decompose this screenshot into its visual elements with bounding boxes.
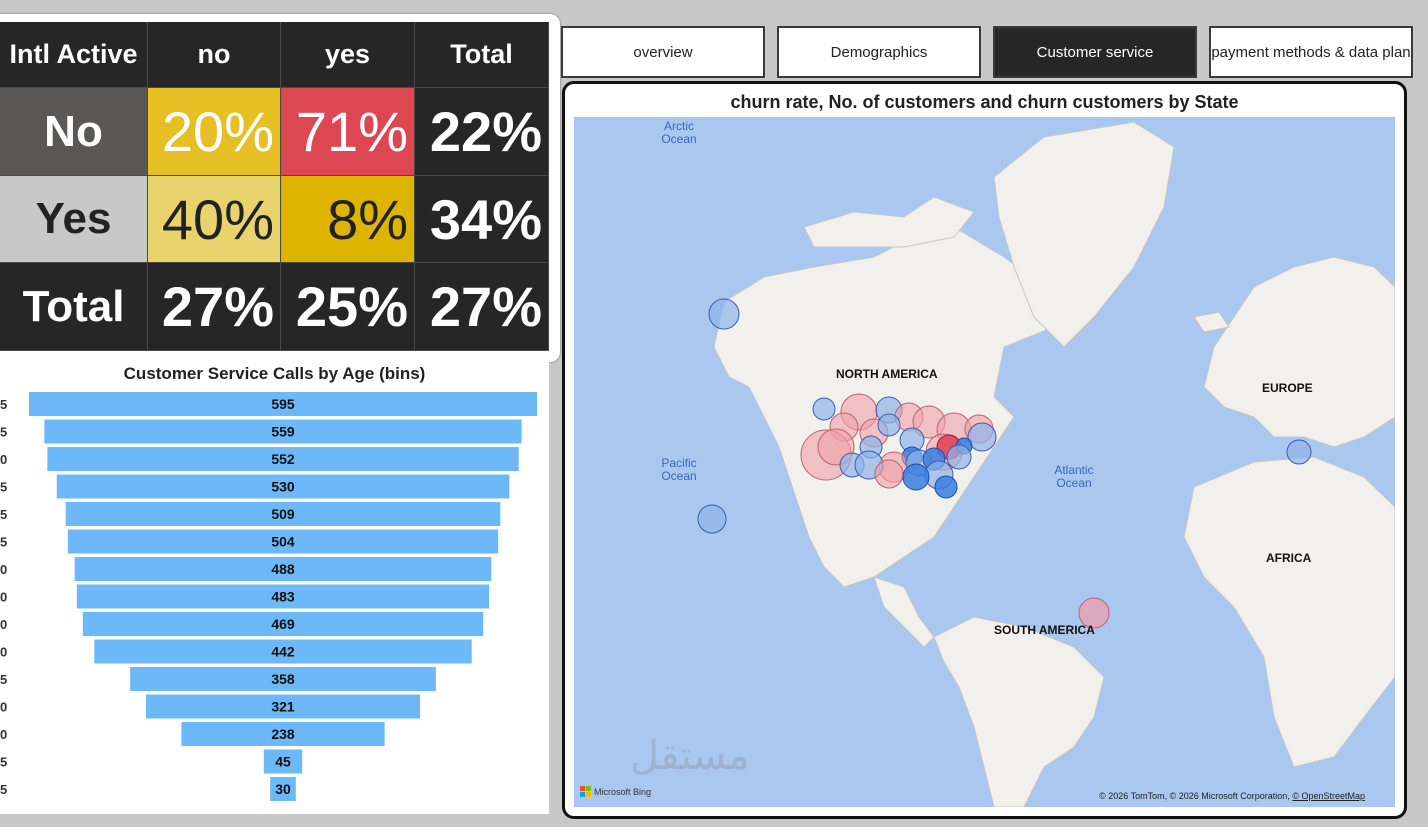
label-north-america: NORTH AMERICA bbox=[836, 367, 938, 381]
churn-matrix: Intl Active no yes Total No 20% 71% 22% … bbox=[0, 22, 549, 364]
state-map-panel: churn rate, No. of customers and churn c… bbox=[562, 81, 1407, 819]
matrix-row-label-no: No bbox=[0, 88, 148, 176]
matrix-row-label-yes: Yes bbox=[0, 176, 148, 263]
matrix-header-intl-active: Intl Active bbox=[0, 22, 148, 88]
label-arctic-ocean: Arctic Ocean bbox=[661, 119, 697, 146]
category-label: 75 bbox=[0, 672, 7, 687]
category-label: 15 bbox=[0, 782, 7, 797]
matrix-row-label-total: Total bbox=[0, 263, 148, 351]
bar-15[interactable] bbox=[270, 777, 296, 801]
category-label: 40 bbox=[0, 452, 7, 467]
matrix-header-no: no bbox=[148, 22, 281, 88]
bing-logo: Microsoft Bing bbox=[580, 786, 651, 797]
central-america-land bbox=[873, 576, 935, 648]
churn-matrix-card: Intl Active no yes Total No 20% 71% 22% … bbox=[0, 14, 560, 362]
bar-value-label: 530 bbox=[271, 479, 295, 495]
label-africa: AFRICA bbox=[1266, 551, 1312, 565]
label-south-america: SOUTH AMERICA bbox=[994, 623, 1095, 637]
label-pacific-ocean: Pacific Ocean bbox=[661, 456, 697, 483]
matrix-cell-no-yes: 71% bbox=[281, 88, 415, 176]
category-label: 70 bbox=[0, 700, 7, 715]
service-calls-chart-svg: 595 45 559 25 552 40 530 55 509 65 504 35 488 20 483 50… bbox=[0, 392, 537, 801]
bar-value-label: 488 bbox=[271, 561, 295, 577]
tab-customer-service[interactable]: Customer service bbox=[993, 26, 1197, 78]
category-label: 60 bbox=[0, 645, 7, 660]
category-label: 35 bbox=[0, 535, 7, 550]
bar-value-label: 30 bbox=[275, 781, 291, 797]
bar-25[interactable] bbox=[44, 419, 522, 444]
bar-85[interactable] bbox=[263, 749, 303, 774]
europe-land bbox=[1203, 256, 1395, 448]
bar-50[interactable] bbox=[76, 584, 490, 609]
matrix-cell-total-yes: 25% bbox=[281, 263, 415, 351]
bar-value-label: 358 bbox=[271, 671, 295, 687]
bar-60[interactable] bbox=[94, 639, 472, 664]
category-label: 65 bbox=[0, 507, 7, 522]
category-label: 30 bbox=[0, 617, 7, 632]
bar-value-label: 469 bbox=[271, 616, 295, 632]
openstreetmap-link[interactable]: © OpenStreetMap bbox=[1292, 791, 1365, 801]
tab-demographics[interactable]: Demographics bbox=[777, 26, 981, 78]
category-label: 55 bbox=[0, 480, 7, 495]
map-svg bbox=[697, 121, 1395, 807]
matrix-cell-yes-yes: 8% bbox=[281, 176, 415, 263]
category-label: 25 bbox=[0, 425, 7, 440]
matrix-header-yes: yes bbox=[281, 22, 415, 88]
bar-value-label: 45 bbox=[275, 754, 291, 770]
bar-value-label: 321 bbox=[271, 699, 295, 715]
bar-55[interactable] bbox=[56, 474, 510, 499]
bar-value-label: 442 bbox=[271, 644, 295, 660]
category-label: 45 bbox=[0, 397, 7, 412]
bar-value-label: 504 bbox=[271, 534, 295, 550]
bar-75[interactable] bbox=[130, 667, 436, 691]
map-attribution-text: © 2026 TomTom, © 2026 Microsoft Corporat… bbox=[1099, 791, 1290, 801]
map-title: churn rate, No. of customers and churn c… bbox=[730, 92, 1239, 112]
category-label: 85 bbox=[0, 755, 7, 770]
bar-70[interactable] bbox=[145, 694, 421, 719]
matrix-cell-total-total: 27% bbox=[415, 263, 549, 351]
category-label: 50 bbox=[0, 590, 7, 605]
bar-value-label: 483 bbox=[271, 589, 295, 605]
bing-logo-text: Microsoft Bing bbox=[594, 786, 652, 797]
matrix-cell-yes-no: 40% bbox=[148, 176, 281, 263]
bar-20[interactable] bbox=[74, 557, 492, 581]
arctic-islands-land bbox=[803, 196, 975, 248]
bar-45[interactable] bbox=[29, 392, 537, 416]
bar-value-label: 238 bbox=[271, 726, 295, 742]
bar-40[interactable] bbox=[47, 447, 519, 471]
state-bubbles bbox=[697, 298, 1312, 629]
matrix-cell-yes-total: 34% bbox=[415, 176, 549, 263]
matrix-cell-total-no: 27% bbox=[148, 263, 281, 351]
tab-payment-methods[interactable]: payment methods & data plan bbox=[1209, 26, 1413, 78]
south-america-land bbox=[933, 616, 1105, 807]
microsoft-logo-icon bbox=[580, 786, 591, 797]
bar-80[interactable] bbox=[181, 722, 385, 746]
greenland-land bbox=[993, 121, 1175, 348]
matrix-header-total: Total bbox=[415, 22, 549, 88]
bar-value-label: 552 bbox=[271, 451, 295, 467]
bar-65[interactable] bbox=[65, 502, 501, 526]
tab-overview[interactable]: overview bbox=[561, 26, 765, 78]
matrix-cell-no-no: 20% bbox=[148, 88, 281, 176]
bar-35[interactable] bbox=[67, 529, 499, 554]
map-attribution: © 2026 TomTom, © 2026 Microsoft Corporat… bbox=[1099, 791, 1365, 801]
bar-value-label: 595 bbox=[271, 396, 295, 412]
bar-value-label: 509 bbox=[271, 506, 295, 522]
chart-title: Customer Service Calls by Age (bins) bbox=[123, 364, 426, 383]
service-calls-chart: 595 45 559 25 552 40 530 55 509 65 504 35 488 20 483 50… bbox=[0, 362, 549, 814]
label-europe: EUROPE bbox=[1262, 381, 1313, 395]
watermark: مستقل bbox=[630, 733, 750, 779]
category-label: 20 bbox=[0, 562, 7, 577]
label-atlantic-ocean: Atlantic Ocean bbox=[1054, 463, 1094, 490]
category-label: 80 bbox=[0, 727, 7, 742]
matrix-cell-no-total: 22% bbox=[415, 88, 549, 176]
bar-value-label: 559 bbox=[271, 424, 295, 440]
world-map[interactable]: NORTH AMERICA SOUTH AMERICA EUROPE AFRIC… bbox=[574, 117, 1395, 807]
bar-30[interactable] bbox=[82, 612, 484, 636]
iceland-land bbox=[1193, 311, 1230, 333]
africa-land bbox=[1183, 456, 1395, 768]
